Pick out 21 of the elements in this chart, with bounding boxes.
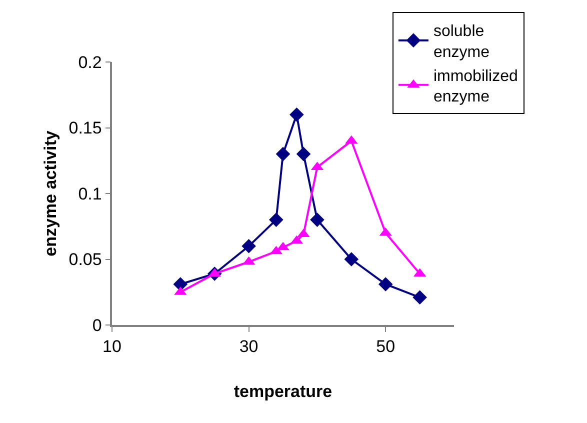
point bbox=[269, 212, 284, 227]
point bbox=[378, 277, 393, 292]
y-tick-label: 0.1 bbox=[78, 184, 102, 204]
point bbox=[276, 146, 290, 162]
point bbox=[296, 146, 311, 162]
x-axis-title: temperature bbox=[234, 382, 332, 402]
y-tick-label: 0 bbox=[92, 316, 102, 335]
point bbox=[344, 252, 359, 266]
point bbox=[310, 212, 324, 227]
y-axis-title: enzyme activity bbox=[40, 130, 60, 256]
point bbox=[290, 107, 304, 122]
point bbox=[173, 277, 188, 292]
point bbox=[242, 238, 256, 254]
x-tick-label: 10 bbox=[102, 337, 122, 356]
y-tick-label: 0.2 bbox=[78, 52, 102, 72]
y-tick-label: 0.05 bbox=[68, 250, 102, 270]
x-tick-label: 30 bbox=[239, 337, 258, 356]
y-tick-label: 0.15 bbox=[68, 118, 102, 138]
legend-label: immobilized enzyme bbox=[433, 68, 518, 106]
point bbox=[412, 290, 427, 305]
x-tick-label: 50 bbox=[376, 337, 396, 356]
